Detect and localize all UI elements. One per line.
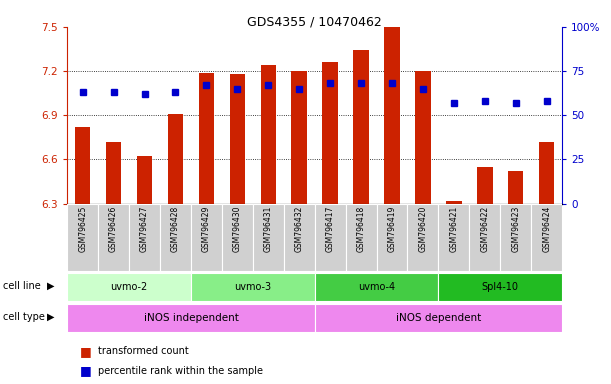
Text: uvmo-2: uvmo-2 xyxy=(111,282,148,292)
Text: GSM796427: GSM796427 xyxy=(140,205,149,252)
Text: ▶: ▶ xyxy=(47,312,54,322)
Bar xyxy=(469,204,500,271)
Bar xyxy=(439,204,469,271)
Bar xyxy=(98,204,129,271)
Bar xyxy=(284,204,315,271)
Bar xyxy=(129,204,160,271)
Bar xyxy=(346,204,376,271)
Bar xyxy=(539,142,554,204)
Text: cell type: cell type xyxy=(3,312,45,322)
Text: GSM796429: GSM796429 xyxy=(202,205,211,252)
Text: transformed count: transformed count xyxy=(98,346,189,356)
Bar xyxy=(446,200,461,204)
Bar xyxy=(315,204,346,271)
Text: GSM796428: GSM796428 xyxy=(171,205,180,252)
Text: iNOS dependent: iNOS dependent xyxy=(396,313,481,323)
Text: ■: ■ xyxy=(79,364,91,377)
Bar xyxy=(531,204,562,271)
Text: uvmo-3: uvmo-3 xyxy=(234,282,271,292)
Bar xyxy=(160,204,191,271)
Text: cell line: cell line xyxy=(3,281,41,291)
Bar xyxy=(168,114,183,204)
Bar xyxy=(230,74,245,204)
Bar xyxy=(67,304,315,331)
Bar xyxy=(500,204,531,271)
Bar xyxy=(222,204,253,271)
Text: GSM796426: GSM796426 xyxy=(109,205,118,252)
Bar xyxy=(106,142,122,204)
Text: GSM796422: GSM796422 xyxy=(480,205,489,252)
Bar xyxy=(191,204,222,271)
Text: GDS4355 / 10470462: GDS4355 / 10470462 xyxy=(247,15,382,28)
Text: ▶: ▶ xyxy=(47,281,54,291)
Bar xyxy=(315,304,562,331)
Bar xyxy=(199,73,214,204)
Bar xyxy=(191,273,315,301)
Bar xyxy=(323,62,338,204)
Text: GSM796423: GSM796423 xyxy=(511,205,520,252)
Text: GSM796425: GSM796425 xyxy=(78,205,87,252)
Text: GSM796418: GSM796418 xyxy=(357,205,365,252)
Bar xyxy=(353,50,369,204)
Text: GSM796420: GSM796420 xyxy=(419,205,428,252)
Text: ■: ■ xyxy=(79,345,91,358)
Text: iNOS independent: iNOS independent xyxy=(144,313,238,323)
Bar xyxy=(408,204,439,271)
Bar xyxy=(439,273,562,301)
Text: GSM796424: GSM796424 xyxy=(542,205,551,252)
Text: GSM796419: GSM796419 xyxy=(387,205,397,252)
Bar xyxy=(291,71,307,204)
Bar xyxy=(384,27,400,204)
Text: GSM796430: GSM796430 xyxy=(233,205,242,252)
Bar xyxy=(253,204,284,271)
Text: uvmo-4: uvmo-4 xyxy=(358,282,395,292)
Text: GSM796421: GSM796421 xyxy=(449,205,458,252)
Bar xyxy=(477,167,492,204)
Text: Spl4-10: Spl4-10 xyxy=(481,282,519,292)
Bar xyxy=(260,65,276,204)
Text: percentile rank within the sample: percentile rank within the sample xyxy=(98,366,263,376)
Bar xyxy=(137,156,152,204)
Text: GSM796432: GSM796432 xyxy=(295,205,304,252)
Bar xyxy=(315,273,439,301)
Bar xyxy=(508,171,524,204)
Bar xyxy=(67,273,191,301)
Bar xyxy=(75,127,90,204)
Bar xyxy=(415,71,431,204)
Text: GSM796417: GSM796417 xyxy=(326,205,335,252)
Bar xyxy=(67,204,98,271)
Text: GSM796431: GSM796431 xyxy=(264,205,273,252)
Bar xyxy=(376,204,408,271)
